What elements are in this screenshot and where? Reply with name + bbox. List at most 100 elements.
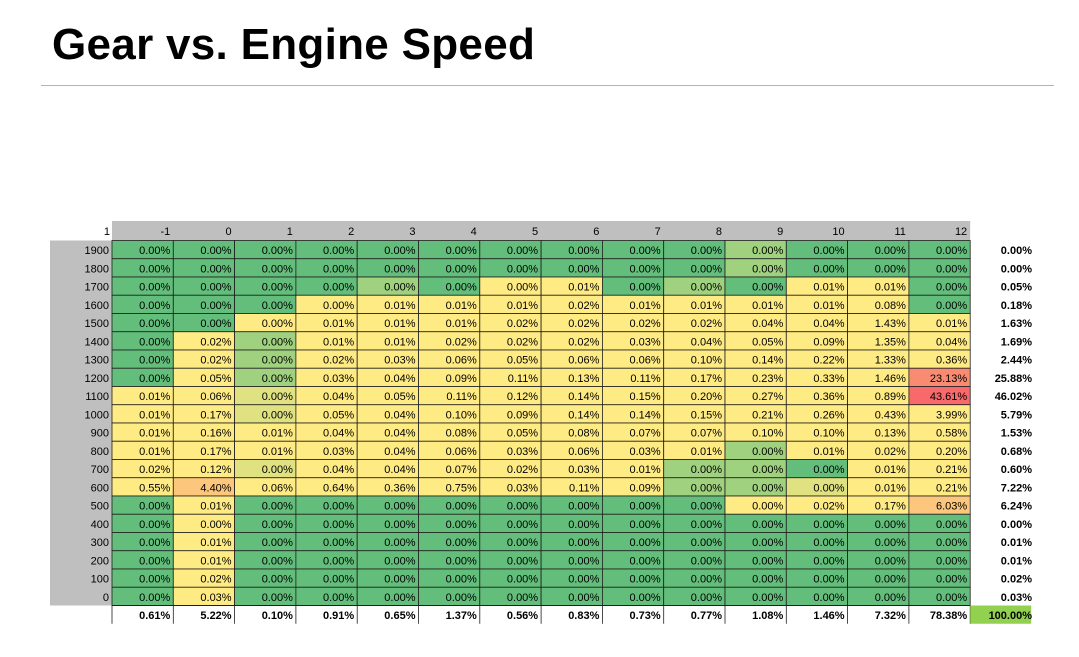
cell-value: 0.06%: [262, 482, 293, 494]
cell-value: 0.00%: [139, 318, 170, 330]
cell-value: 0.14%: [629, 409, 660, 421]
cell-value: 1.33%: [875, 355, 906, 367]
cell-value: 0.75%: [446, 482, 477, 494]
cell-value: 0.08%: [446, 428, 477, 440]
cell-value: 0.00%: [507, 519, 538, 531]
cell-value: 0.02%: [691, 318, 722, 330]
column-total: 0.73%: [629, 610, 660, 622]
cell-value: 0.00%: [446, 519, 477, 531]
cell-value: 3.99%: [936, 409, 967, 421]
cell-value: 0.00%: [323, 519, 354, 531]
cell-value: 0.00%: [446, 501, 477, 513]
cell-value: 0.00%: [262, 355, 293, 367]
cell-value: 0.04%: [384, 446, 415, 458]
cell-value: 0.00%: [629, 592, 660, 604]
cell-value: 0.00%: [262, 336, 293, 348]
cell-value: 0.00%: [568, 592, 599, 604]
cell-value: 0.05%: [507, 355, 538, 367]
cell-value: 0.00%: [139, 555, 170, 567]
row-header: 1200: [85, 373, 109, 385]
cell-value: 0.00%: [446, 245, 477, 257]
cell-value: 0.00%: [384, 245, 415, 257]
column-header: 7: [655, 226, 661, 238]
cell-value: 0.10%: [446, 409, 477, 421]
row-total: 1.53%: [1001, 428, 1032, 440]
cell-value: 0.01%: [446, 318, 477, 330]
cell-value: 0.00%: [262, 300, 293, 312]
cell-value: 0.00%: [568, 574, 599, 586]
cell-value: 0.00%: [629, 519, 660, 531]
cell-value: 0.04%: [384, 428, 415, 440]
cell-value: 0.00%: [568, 263, 599, 275]
cell-value: 0.89%: [875, 391, 906, 403]
cell-value: 0.00%: [262, 555, 293, 567]
title-divider: [41, 85, 1054, 86]
column-header-band: [112, 221, 971, 241]
cell-value: 0.10%: [813, 428, 844, 440]
cell-value: 0.23%: [752, 373, 783, 385]
column-header: 3: [409, 226, 415, 238]
cell-value: 0.00%: [691, 592, 722, 604]
grand-total-cell: [970, 605, 1032, 624]
cell-value: 0.00%: [875, 555, 906, 567]
cell-value: 0.02%: [507, 318, 538, 330]
cell-value: 0.00%: [323, 300, 354, 312]
page-title: Gear vs. Engine Speed: [52, 20, 536, 69]
cell-value: 0.00%: [200, 282, 231, 294]
cell-value: 0.01%: [752, 300, 783, 312]
row-header: 1400: [85, 336, 109, 348]
cell-value: 0.00%: [752, 482, 783, 494]
column-header: 8: [716, 226, 722, 238]
row-header: 800: [91, 446, 109, 458]
cell-value: 0.15%: [691, 409, 722, 421]
cell-value: 0.02%: [507, 336, 538, 348]
column-total: 0.61%: [139, 610, 170, 622]
cell-value: 0.00%: [629, 574, 660, 586]
cell-value: 0.00%: [813, 592, 844, 604]
cell-value: 0.00%: [507, 537, 538, 549]
cell-value: 0.00%: [139, 373, 170, 385]
cell-value: 0.11%: [569, 482, 600, 494]
row-total: 6.24%: [1001, 501, 1032, 513]
cell-value: 0.04%: [936, 336, 967, 348]
cell-value: 0.36%: [813, 391, 844, 403]
cell-value: 0.00%: [875, 574, 906, 586]
cell-value: 0.00%: [262, 519, 293, 531]
cell-value: 0.00%: [262, 501, 293, 513]
cell-value: 0.00%: [936, 519, 967, 531]
column-total: 0.83%: [568, 610, 599, 622]
cell-value: 0.02%: [568, 336, 599, 348]
cell-value: 0.00%: [262, 409, 293, 421]
cell-value: 0.01%: [813, 300, 844, 312]
cell-value: 0.00%: [813, 574, 844, 586]
cell-value: 0.00%: [262, 245, 293, 257]
row-total: 0.00%: [1001, 519, 1032, 531]
cell-value: 0.00%: [446, 282, 477, 294]
cell-value: 0.03%: [568, 464, 599, 476]
column-total: 0.10%: [262, 610, 293, 622]
cell-value: 0.01%: [200, 555, 231, 567]
cell-value: 0.02%: [200, 355, 231, 367]
cell-value: 0.00%: [323, 537, 354, 549]
cell-value: 0.00%: [936, 574, 967, 586]
cell-value: 0.00%: [752, 282, 783, 294]
cell-value: 0.01%: [629, 300, 660, 312]
cell-value: 0.00%: [691, 464, 722, 476]
cell-value: 0.00%: [752, 555, 783, 567]
cell-value: 0.07%: [691, 428, 722, 440]
cell-value: 0.00%: [813, 245, 844, 257]
cell-value: 0.00%: [752, 501, 783, 513]
cell-value: 0.21%: [752, 409, 783, 421]
cell-value: 0.17%: [200, 446, 231, 458]
grand-total: 100.00%: [989, 610, 1033, 622]
cell-value: 0.55%: [139, 482, 170, 494]
cell-value: 0.00%: [936, 537, 967, 549]
cell-value: 0.00%: [752, 592, 783, 604]
cell-value: 0.00%: [139, 592, 170, 604]
cell-value: 0.02%: [139, 464, 170, 476]
cell-value: 0.00%: [446, 537, 477, 549]
cell-value: 0.02%: [813, 501, 844, 513]
cell-value: 0.13%: [568, 373, 599, 385]
cell-value: 0.01%: [875, 282, 906, 294]
